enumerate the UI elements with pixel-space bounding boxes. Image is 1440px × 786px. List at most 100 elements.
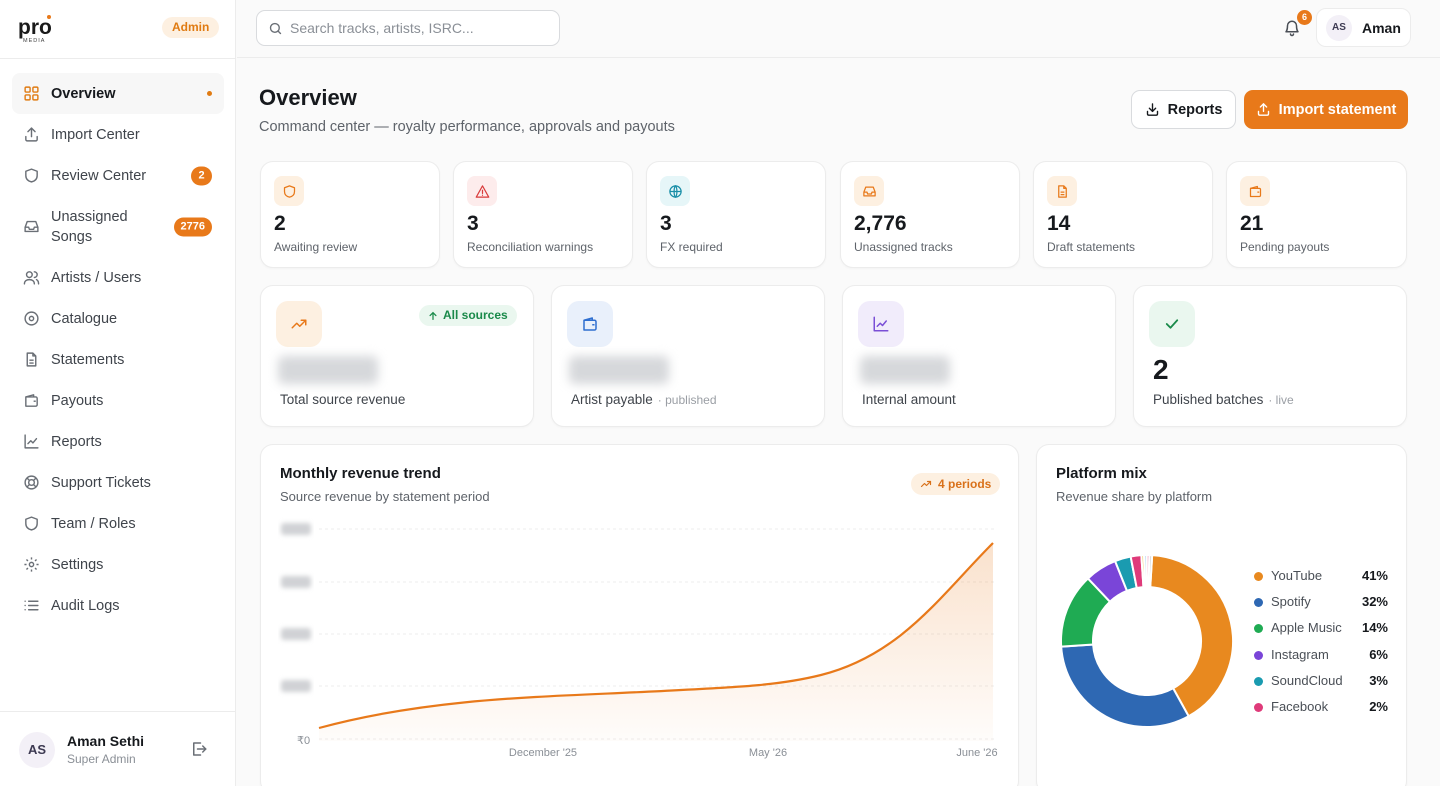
notification-badge: 6 xyxy=(1297,10,1312,25)
brand-logo[interactable]: pro MEDIA xyxy=(18,14,58,44)
blurred-value xyxy=(860,356,950,384)
legend-percent: 41% xyxy=(1361,568,1388,583)
donut-slice-youtube[interactable] xyxy=(1149,554,1234,718)
sidebar-item-label: Overview xyxy=(51,85,116,102)
sidebar-item-label: Team / Roles xyxy=(51,515,136,532)
donut-slice-other-3[interactable] xyxy=(1147,554,1154,589)
topbar: 6 AS Aman xyxy=(237,0,1440,58)
wallet-icon xyxy=(1240,176,1270,206)
legend-item-soundcloud[interactable]: SoundCloud 3% xyxy=(1254,671,1388,697)
stat-value: 14 xyxy=(1047,212,1071,235)
sidebar-item-team-roles[interactable]: Team / Roles xyxy=(12,503,224,544)
stat-card-fx-required[interactable]: 3 FX required xyxy=(646,161,826,268)
stat-card-unassigned-tracks[interactable]: 2,776 Unassigned tracks xyxy=(840,161,1020,268)
user-role: Super Admin xyxy=(67,752,136,766)
avatar: AS xyxy=(1326,15,1352,41)
legend-dot xyxy=(1254,572,1263,581)
stat-card-draft-statements[interactable]: 14 Draft statements xyxy=(1033,161,1213,268)
platform-legend: YouTube 41% Spotify 32% Apple Music 14% Instag… xyxy=(1254,566,1388,723)
stat-card-pending-payouts[interactable]: 21 Pending payouts xyxy=(1226,161,1407,268)
legend-label: Apple Music xyxy=(1271,620,1342,636)
search-icon xyxy=(269,22,282,35)
donut-slice-spotify[interactable] xyxy=(1060,643,1191,728)
all-sources-badge: All sources xyxy=(419,305,517,326)
y-tick-hidden xyxy=(281,628,311,640)
metric-card-total-source-revenue[interactable]: All sources Total source revenue xyxy=(260,285,534,427)
trend-up-icon xyxy=(276,301,322,347)
stat-label: Pending payouts xyxy=(1240,240,1330,254)
sidebar-divider xyxy=(0,58,236,59)
platform-mix-card: Platform mix Revenue share by platform Y… xyxy=(1036,444,1407,786)
import-statement-button[interactable]: Import statement xyxy=(1244,90,1408,129)
sidebar: pro MEDIA Admin Overview Import Center R… xyxy=(0,0,236,786)
sidebar-item-artists-users[interactable]: Artists / Users xyxy=(12,257,224,298)
sidebar-item-unassigned-songs[interactable]: Unassigned Songs 2776 xyxy=(12,196,224,257)
legend-item-apple-music[interactable]: Apple Music 14% xyxy=(1254,618,1388,644)
chart-title: Platform mix xyxy=(1056,465,1147,482)
sidebar-item-settings[interactable]: Settings xyxy=(12,544,224,585)
trend-up-icon xyxy=(920,480,932,488)
gear-icon xyxy=(23,556,40,573)
legend-dot xyxy=(1254,702,1263,712)
sidebar-item-label: Artists / Users xyxy=(51,269,142,286)
disc-icon xyxy=(23,310,40,327)
sidebar-item-review-center[interactable]: Review Center 2 xyxy=(12,155,224,196)
grid-icon xyxy=(23,85,40,102)
stat-label: Draft statements xyxy=(1047,240,1136,254)
warning-icon xyxy=(467,176,497,206)
arrow-up-icon xyxy=(429,311,437,320)
sidebar-item-payouts[interactable]: Payouts xyxy=(12,380,224,421)
search-input[interactable] xyxy=(290,11,552,45)
legend-dot xyxy=(1254,650,1263,660)
legend-item-facebook[interactable]: Facebook 2% xyxy=(1254,697,1388,723)
sidebar-item-import-center[interactable]: Import Center xyxy=(12,114,224,155)
metric-card-published-batches[interactable]: 2 Published batches · live xyxy=(1133,285,1407,427)
logo-dot xyxy=(47,15,51,19)
metric-label: Published batches · live xyxy=(1153,392,1294,407)
sidebar-item-audit-logs[interactable]: Audit Logs xyxy=(12,585,224,626)
active-indicator xyxy=(207,91,212,96)
y-tick-hidden xyxy=(281,576,311,588)
avatar[interactable]: AS xyxy=(19,732,55,768)
sidebar-item-overview[interactable]: Overview xyxy=(12,73,224,114)
metric-label: Total source revenue xyxy=(280,392,405,407)
legend-percent: 6% xyxy=(1369,646,1388,662)
blurred-value xyxy=(569,356,669,384)
y-tick-zero: ₹0 xyxy=(297,735,310,747)
stat-label: Unassigned tracks xyxy=(854,240,953,254)
shield-icon xyxy=(23,167,40,184)
legend-item-youtube[interactable]: YouTube 41% xyxy=(1254,566,1388,592)
revenue-line xyxy=(318,542,994,730)
x-tick-label: June '26 xyxy=(956,747,997,759)
stat-value: 2 xyxy=(274,212,286,235)
x-tick-label: May '26 xyxy=(749,747,787,759)
periods-label: 4 periods xyxy=(938,477,992,491)
upload-icon xyxy=(1257,103,1269,116)
stat-label: Reconciliation warnings xyxy=(467,240,594,254)
download-icon xyxy=(1146,103,1158,116)
legend-item-spotify[interactable]: Spotify 32% xyxy=(1254,592,1388,618)
sidebar-item-reports[interactable]: Reports xyxy=(12,421,224,462)
sidebar-user-profile: AS Aman Sethi Super Admin xyxy=(0,711,236,786)
legend-dot xyxy=(1254,598,1263,608)
sidebar-item-catalogue[interactable]: Catalogue xyxy=(12,298,224,339)
metric-card-artist-payable[interactable]: Artist payable · published xyxy=(551,285,825,427)
chart-subtitle: Revenue share by platform xyxy=(1056,489,1213,504)
sidebar-item-support-tickets[interactable]: Support Tickets xyxy=(12,462,224,503)
reports-button[interactable]: Reports xyxy=(1131,90,1236,129)
sidebar-item-statements[interactable]: Statements xyxy=(12,339,224,380)
legend-label: Spotify xyxy=(1271,594,1311,610)
stat-card-awaiting-review[interactable]: 2 Awaiting review xyxy=(260,161,440,268)
legend-item-instagram[interactable]: Instagram 6% xyxy=(1254,645,1388,671)
search-box[interactable] xyxy=(256,10,560,46)
y-axis-blurred-ticks xyxy=(281,523,311,692)
bell-icon[interactable] xyxy=(1283,19,1301,37)
y-tick-hidden xyxy=(281,523,311,535)
stat-card-reconciliation-warnings[interactable]: 3 Reconciliation warnings xyxy=(453,161,633,268)
stat-value: 3 xyxy=(467,212,479,235)
metric-card-internal-amount[interactable]: Internal amount xyxy=(842,285,1116,427)
user-name: Aman Sethi xyxy=(67,733,145,749)
stat-value: 21 xyxy=(1240,212,1264,235)
logout-icon[interactable] xyxy=(190,740,208,758)
user-menu-button[interactable]: AS Aman xyxy=(1316,8,1411,47)
